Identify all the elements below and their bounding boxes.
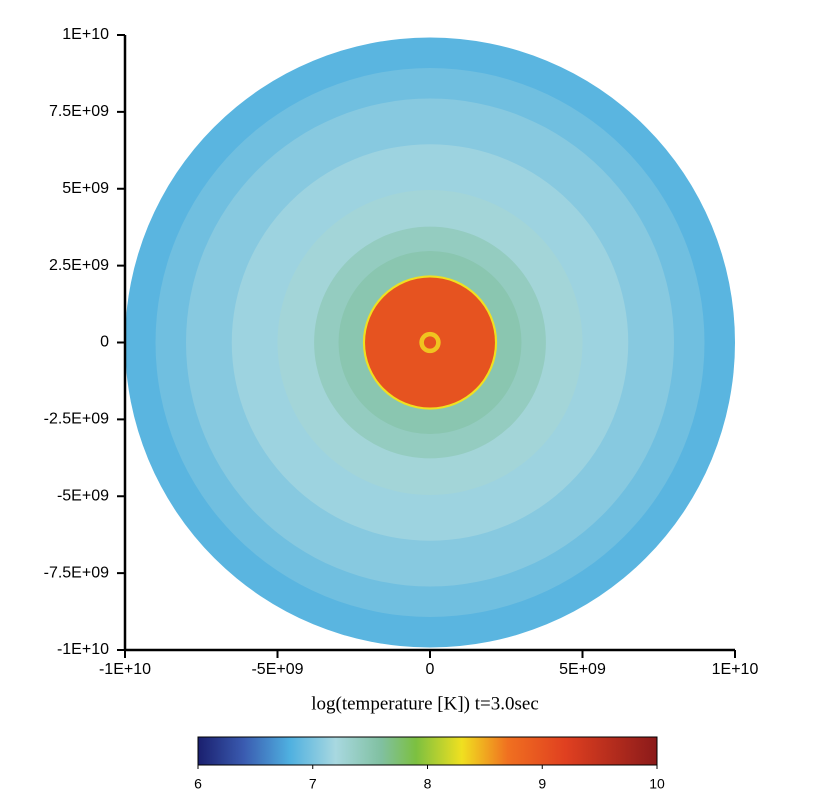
colorbar: [197, 736, 658, 766]
colorbar-tick-label: 8: [424, 776, 432, 792]
colorbar-tick-label: 7: [309, 776, 317, 792]
x-tick-label: 1E+10: [712, 661, 759, 678]
x-axis-label: log(temperature [K]) t=3.0sec: [311, 693, 539, 714]
x-tick-label: 5E+09: [559, 661, 606, 678]
x-tick-label: 0: [426, 661, 435, 678]
y-tick-label: 0: [100, 334, 109, 351]
y-tick-label: -1E+10: [57, 641, 109, 658]
y-tick-label: -2.5E+09: [44, 411, 109, 428]
colorbar-tick-label: 10: [649, 776, 665, 792]
y-tick-label: -7.5E+09: [44, 564, 109, 581]
x-tick-label: -1E+10: [99, 661, 151, 678]
y-tick-label: -5E+09: [57, 487, 109, 504]
y-tick-label: 5E+09: [62, 180, 109, 197]
y-tick-label: 7.5E+09: [49, 103, 109, 120]
x-tick-label: -5E+09: [251, 661, 303, 678]
colorbar-tick-label: 6: [194, 776, 202, 792]
colorbar-tick-label: 9: [538, 776, 546, 792]
y-tick-label: 2.5E+09: [49, 257, 109, 274]
contour-band: [423, 336, 437, 349]
y-tick-label: 1E+10: [62, 26, 109, 43]
